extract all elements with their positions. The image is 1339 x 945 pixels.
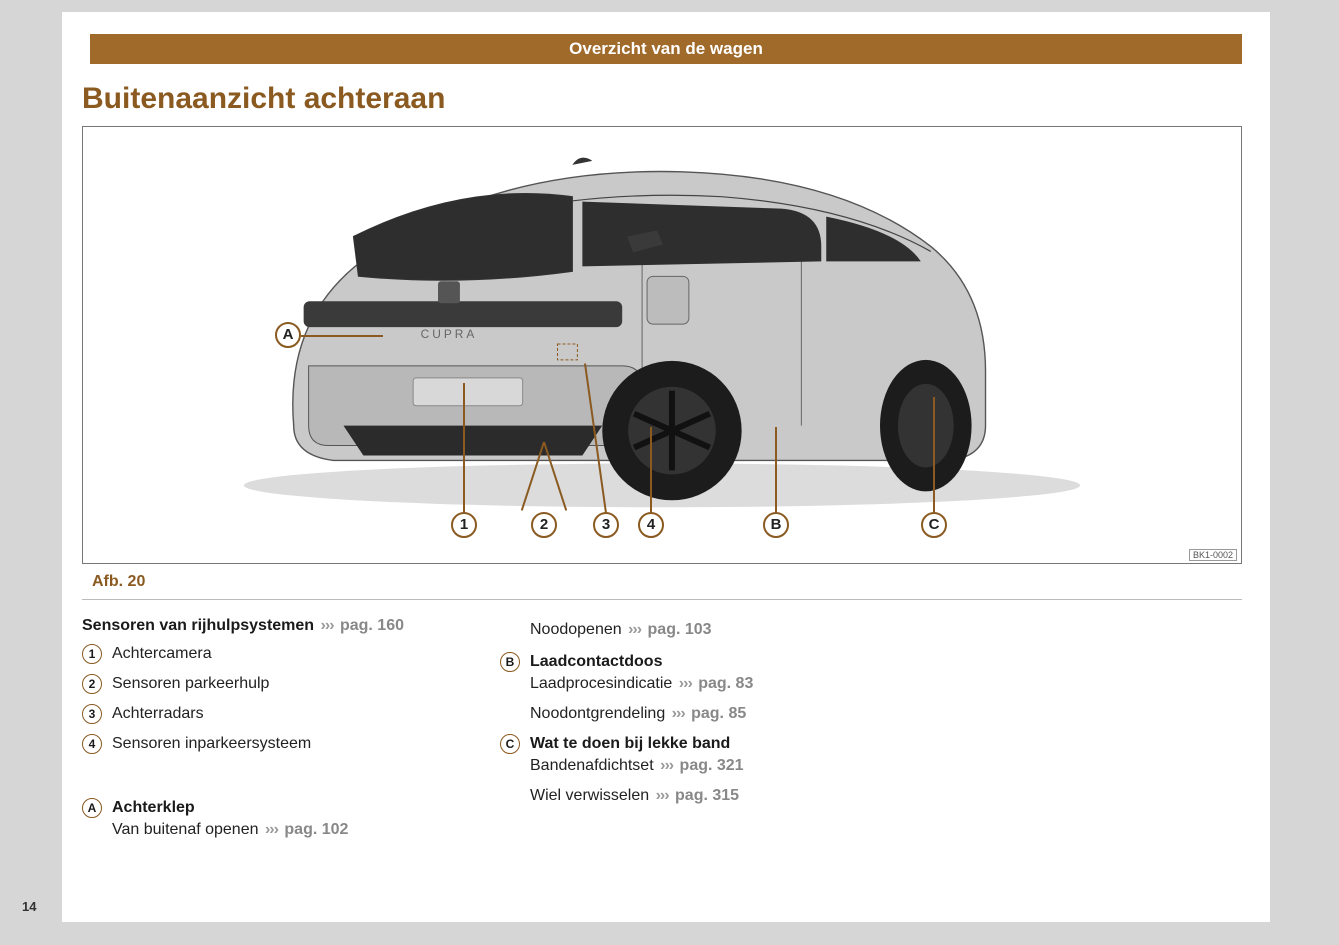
page-ref[interactable]: pag. 321 — [680, 757, 744, 774]
callout-letter-a: A — [275, 322, 301, 348]
manual-page: Overzicht van de wagen Buitenaanzicht ac… — [62, 12, 1270, 922]
callout-letter-b: B — [763, 512, 789, 538]
section-c-title: Wat te doen bij lekke band — [530, 733, 744, 755]
chevron-icon: ››› — [321, 617, 334, 634]
callout-num-4: 4 — [638, 512, 664, 538]
chevron-icon: ››› — [672, 705, 685, 722]
callout-letter-c: C — [921, 512, 947, 538]
callout-num-3: 3 — [593, 512, 619, 538]
list-item: 1 Achtercamera — [82, 643, 482, 665]
section-b-line: Noodontgrendeling ››› pag. 85 — [530, 703, 753, 725]
chevron-icon: ››› — [656, 787, 669, 804]
chevron-icon: ››› — [679, 675, 692, 692]
list-item: 2 Sensoren parkeerhulp — [82, 673, 482, 695]
marker-a: A — [82, 798, 102, 818]
section-c-line: Bandenafdichtset ››› pag. 321 — [530, 755, 744, 777]
marker-2: 2 — [82, 674, 102, 694]
section-a-line: Van buitenaf openen ››› pag. 102 — [112, 819, 348, 841]
page-number: 14 — [22, 899, 36, 914]
figure-rear-view: CUPRA — [82, 126, 1242, 564]
section-a-title: Achterklep — [112, 797, 348, 819]
list-item: 4 Sensoren inparkeersysteem — [82, 733, 482, 755]
sensors-heading: Sensoren van rijhulpsystemen ››› pag. 16… — [82, 617, 482, 635]
section-b: B Laadcontactdoos Laadprocesindicatie ››… — [500, 651, 900, 725]
text-column-left: Sensoren van rijhulpsystemen ››› pag. 16… — [82, 617, 482, 841]
chevron-icon: ››› — [628, 621, 641, 638]
page-ref[interactable]: pag. 160 — [340, 617, 404, 634]
marker-b: B — [500, 652, 520, 672]
section-b-title: Laadcontactdoos — [530, 651, 753, 673]
section-a: A Achterklep Van buitenaf openen ››› pag… — [82, 797, 482, 841]
page-ref[interactable]: pag. 83 — [698, 675, 753, 692]
callout-num-2: 2 — [531, 512, 557, 538]
brand-badge: CUPRA — [421, 327, 478, 341]
section-b-line: Laadprocesindicatie ››› pag. 83 — [530, 673, 753, 695]
page-ref[interactable]: pag. 102 — [284, 821, 348, 838]
callout-num-1: 1 — [451, 512, 477, 538]
car-illustration: CUPRA — [83, 127, 1241, 563]
marker-c: C — [500, 734, 520, 754]
page-ref[interactable]: pag. 315 — [675, 787, 739, 804]
page-ref[interactable]: pag. 85 — [691, 705, 746, 722]
continuation-line: Noodopenen ››› pag. 103 — [530, 617, 900, 643]
section-c: C Wat te doen bij lekke band Bandenafdic… — [500, 733, 900, 807]
marker-1: 1 — [82, 644, 102, 664]
section-header: Overzicht van de wagen — [90, 34, 1242, 64]
marker-4: 4 — [82, 734, 102, 754]
text-column-right: Noodopenen ››› pag. 103 B Laadcontactdoo… — [500, 617, 900, 807]
image-reference-code: BK1-0002 — [1189, 549, 1237, 561]
list-item: 3 Achterradars — [82, 703, 482, 725]
marker-3: 3 — [82, 704, 102, 724]
chevron-icon: ››› — [265, 821, 278, 838]
chevron-icon: ››› — [660, 757, 673, 774]
page-ref[interactable]: pag. 103 — [648, 621, 712, 638]
page-title: Buitenaanzicht achteraan — [82, 82, 445, 116]
figure-caption: Afb. 20 — [82, 570, 1242, 600]
section-c-line: Wiel verwisselen ››› pag. 315 — [530, 785, 744, 807]
